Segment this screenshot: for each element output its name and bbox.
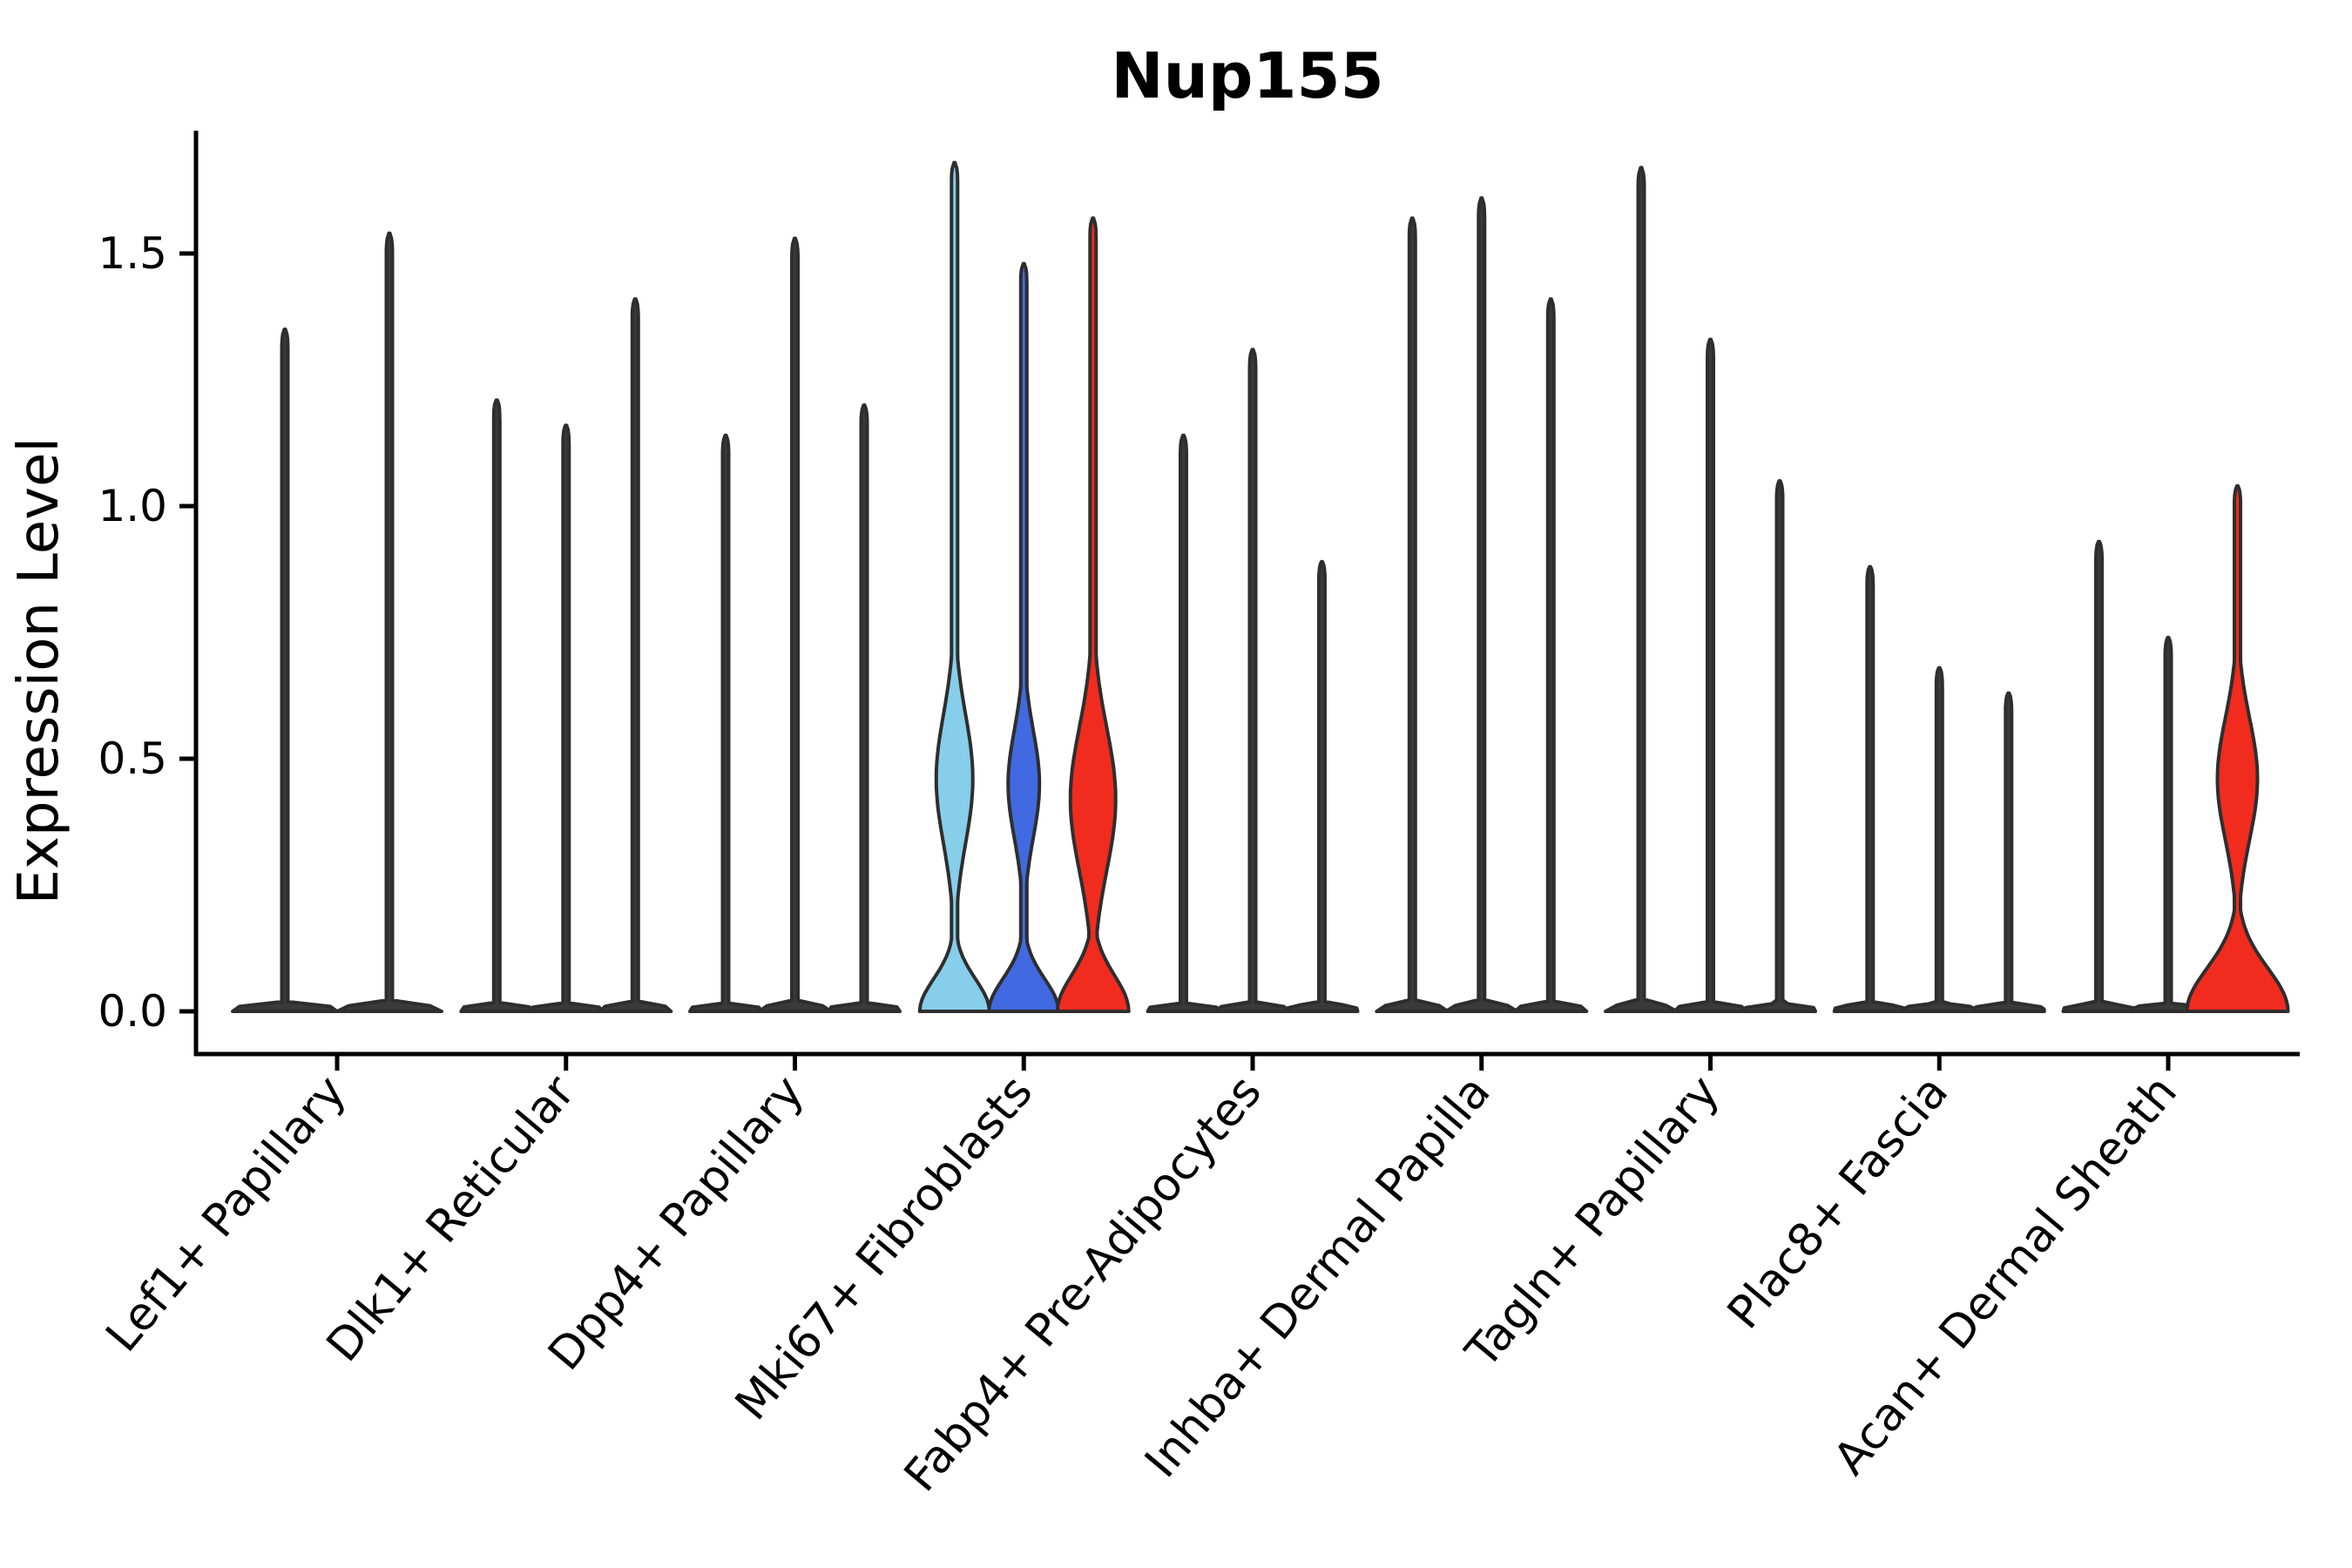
violin [987, 261, 1061, 1013]
violin [2185, 483, 2290, 1013]
violin [335, 231, 443, 1013]
violin [1375, 216, 1450, 1013]
violin [1284, 559, 1360, 1013]
violin [2061, 539, 2137, 1013]
x-tick-label: Tagln+ Papillary [1456, 1066, 1730, 1379]
x-tick-label: Dpp4+ Papillary [538, 1066, 814, 1381]
violin [1673, 337, 1748, 1013]
chart-title: Nup155 [1111, 39, 1383, 112]
x-tick-label: Dlk1+ Reticular [317, 1065, 585, 1371]
x-tick-label: Lef1+ Papillary [97, 1066, 356, 1362]
y-axis-label: Expression Level [7, 437, 71, 905]
violin [1902, 666, 1977, 1013]
violin [1055, 216, 1131, 1013]
violin [231, 328, 339, 1013]
violin [598, 297, 673, 1013]
y-tick-label: 1.0 [98, 481, 167, 531]
violin [1513, 297, 1589, 1013]
violin [1146, 433, 1221, 1013]
violin [1832, 564, 1908, 1013]
y-tick-label: 1.5 [98, 228, 167, 279]
y-tick-label: 0.0 [98, 986, 167, 1037]
violin [528, 423, 604, 1013]
violin [1443, 196, 1519, 1013]
violin [827, 403, 902, 1013]
violin [459, 398, 535, 1013]
violin [688, 433, 763, 1013]
violin [1970, 691, 2046, 1013]
violin [757, 236, 833, 1013]
violin [2131, 635, 2206, 1013]
violin [917, 160, 991, 1013]
x-tick-label: Plac8+ Fascia [1718, 1066, 1958, 1339]
violin [1604, 166, 1679, 1013]
violin [1742, 479, 1817, 1013]
violin [1215, 348, 1290, 1013]
y-tick-label: 0.5 [98, 733, 167, 784]
